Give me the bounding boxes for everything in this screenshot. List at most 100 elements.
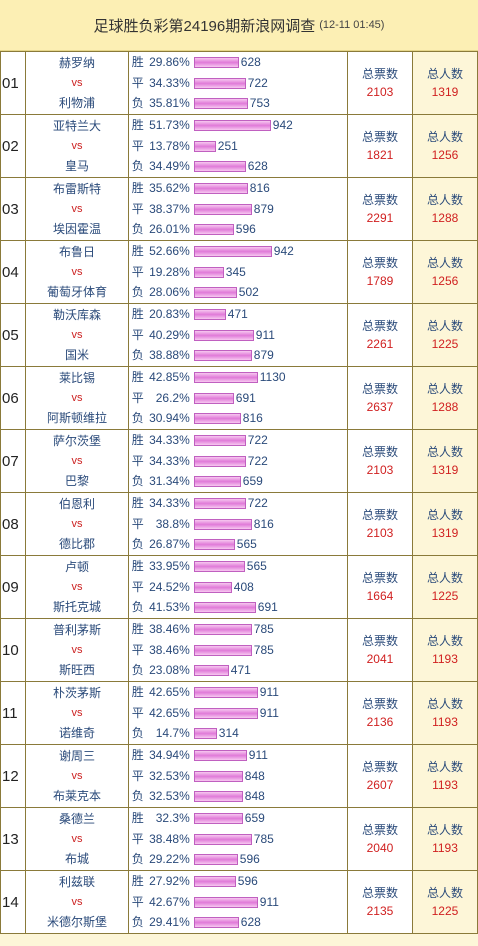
draw-bar	[193, 644, 252, 656]
total-people-cell: 总人数 1193	[411, 618, 478, 682]
teams-cell: 伯恩利 vs 德比郡	[25, 492, 129, 556]
match-row: 10 普利茅斯 vs 斯旺西 胜 38.46% 785 平 38.46% 785…	[0, 618, 478, 682]
match-number: 01	[0, 51, 27, 115]
away-team[interactable]: 诺维奇	[59, 726, 96, 740]
match-row: 01 赫罗纳 vs 利物浦 胜 29.86% 628 平 34.33% 722 …	[0, 51, 478, 115]
draw-percent: 32.53%	[149, 768, 190, 783]
home-team[interactable]: 亚特兰大	[53, 119, 102, 133]
draw-label: 平	[131, 705, 144, 720]
win-bar	[193, 372, 258, 383]
vs-label: vs	[71, 896, 83, 908]
win-percent: 35.62%	[149, 181, 190, 196]
total-people-cell: 总人数 1193	[411, 681, 478, 745]
home-team[interactable]: 莱比锡	[59, 371, 96, 385]
home-team[interactable]: 伯恩利	[59, 497, 96, 511]
teams-cell: 亚特兰大 vs 皇马	[25, 114, 129, 178]
away-team[interactable]: 利物浦	[59, 96, 96, 110]
total-votes-cell: 总票数 2041	[346, 618, 413, 682]
teams-cell: 普利茅斯 vs 斯旺西	[25, 618, 129, 682]
home-team[interactable]: 萨尔茨堡	[53, 434, 102, 448]
win-bar	[193, 57, 239, 68]
draw-stat: 平 38.37% 879	[132, 199, 347, 220]
loss-count: 848	[244, 789, 265, 804]
away-team[interactable]: 阿斯顿维拉	[47, 411, 108, 425]
stats-cell: 胜 33.95% 565 平 24.52% 408 负 41.53% 691	[127, 555, 348, 619]
total-votes-cell: 总票数 1789	[346, 240, 413, 304]
away-team[interactable]: 斯托克城	[53, 600, 102, 614]
home-team[interactable]: 赫罗纳	[59, 56, 96, 70]
win-percent: 29.86%	[149, 55, 190, 70]
total-votes-cell: 总票数 2261	[346, 303, 413, 367]
draw-count: 345	[225, 264, 246, 279]
away-team[interactable]: 布莱克本	[53, 789, 102, 803]
draw-stat: 平 34.33% 722	[132, 73, 347, 94]
home-team[interactable]: 谢周三	[59, 749, 96, 763]
draw-percent: 38.46%	[149, 642, 190, 657]
home-team[interactable]: 卢顿	[65, 560, 90, 574]
total-people-label: 总人数	[426, 382, 463, 396]
home-team[interactable]: 普利茅斯	[53, 623, 102, 637]
loss-label: 负	[131, 537, 144, 552]
win-bar	[193, 750, 247, 761]
win-count: 596	[237, 874, 258, 889]
total-votes-value: 1821	[366, 148, 394, 162]
away-team[interactable]: 国米	[65, 348, 90, 362]
loss-label: 负	[131, 726, 144, 741]
total-votes-value: 2261	[366, 337, 394, 351]
home-team[interactable]: 朴茨茅斯	[53, 686, 102, 700]
draw-bar	[193, 266, 224, 278]
win-count: 565	[246, 559, 267, 574]
total-people-value: 1256	[431, 274, 459, 288]
draw-stat: 平 38.8% 816	[132, 514, 347, 535]
win-count: 942	[272, 118, 293, 133]
total-votes-label: 总票数	[361, 130, 398, 144]
total-people-label: 总人数	[426, 697, 463, 711]
draw-label: 平	[131, 390, 144, 405]
away-team[interactable]: 布城	[65, 852, 90, 866]
total-people-label: 总人数	[426, 760, 463, 774]
loss-label: 负	[131, 285, 144, 300]
win-label: 胜	[131, 55, 144, 70]
home-team[interactable]: 利兹联	[59, 875, 96, 889]
away-team[interactable]: 斯旺西	[59, 663, 96, 677]
away-team[interactable]: 埃因霍温	[53, 222, 102, 236]
draw-stat: 平 38.46% 785	[132, 640, 347, 661]
home-team[interactable]: 桑德兰	[59, 812, 96, 826]
home-team[interactable]: 布雷斯特	[53, 182, 102, 196]
total-people-label: 总人数	[426, 256, 463, 270]
teams-cell: 布雷斯特 vs 埃因霍温	[25, 177, 129, 241]
win-stat: 胜 32.3% 659	[132, 808, 347, 829]
draw-count: 722	[247, 453, 268, 468]
vs-label: vs	[71, 77, 83, 89]
loss-stat: 负 31.34% 659	[132, 471, 347, 492]
match-number: 10	[0, 618, 27, 682]
vs-label: vs	[71, 581, 83, 593]
stats-cell: 胜 35.62% 816 平 38.37% 879 负 26.01% 596	[127, 177, 348, 241]
away-team[interactable]: 巴黎	[65, 474, 90, 488]
draw-bar	[193, 392, 234, 404]
loss-count: 596	[235, 222, 256, 237]
home-team[interactable]: 勒沃库森	[53, 308, 102, 322]
home-team[interactable]: 布鲁日	[59, 245, 96, 259]
loss-label: 负	[131, 222, 144, 237]
total-votes-label: 总票数	[361, 508, 398, 522]
away-team[interactable]: 德比郡	[59, 537, 96, 551]
teams-cell: 桑德兰 vs 布城	[25, 807, 129, 871]
loss-stat: 负 34.49% 628	[132, 156, 347, 177]
loss-percent: 29.22%	[149, 852, 190, 867]
total-people-label: 总人数	[426, 67, 463, 81]
draw-stat: 平 13.78% 251	[132, 136, 347, 157]
stats-cell: 胜 34.94% 911 平 32.53% 848 负 32.53% 848	[127, 744, 348, 808]
away-team[interactable]: 皇马	[65, 159, 90, 173]
win-percent: 32.3%	[155, 811, 190, 826]
loss-count: 502	[238, 285, 259, 300]
away-team[interactable]: 米德尔斯堡	[47, 915, 108, 929]
match-row: 09 卢顿 vs 斯托克城 胜 33.95% 565 平 24.52% 408 …	[0, 555, 478, 619]
total-votes-value: 2607	[366, 778, 394, 792]
loss-label: 负	[131, 159, 144, 174]
draw-bar	[193, 329, 254, 341]
loss-percent: 34.49%	[149, 159, 190, 174]
draw-stat: 平 32.53% 848	[132, 766, 347, 787]
away-team[interactable]: 葡萄牙体育	[47, 285, 108, 299]
draw-stat: 平 26.2% 691	[132, 388, 347, 409]
